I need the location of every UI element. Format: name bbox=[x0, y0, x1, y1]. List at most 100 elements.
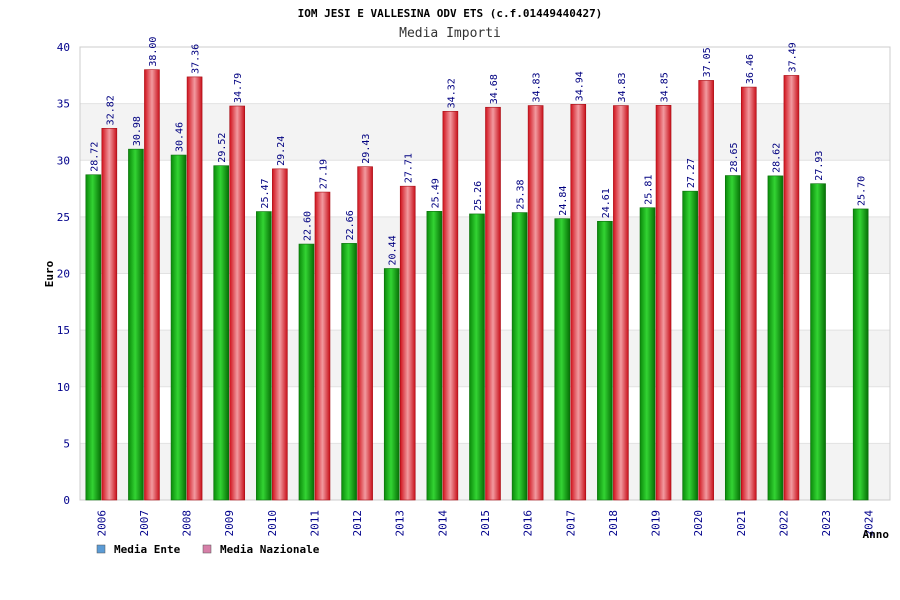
value-labels: 28.72 30.98 30.46 29.52 25.47 22.60 22.66 20.44… bbox=[89, 37, 867, 266]
x-tick-label: 2007 bbox=[138, 510, 151, 537]
x-tick-label: 2008 bbox=[181, 510, 194, 537]
bar-media-ente bbox=[639, 207, 656, 501]
bar-media-ente bbox=[767, 175, 784, 501]
data-label: 27.19 bbox=[318, 159, 329, 189]
x-tick-label: 2012 bbox=[351, 510, 364, 537]
bar-media-ente bbox=[128, 148, 144, 501]
y-tick-label: 35 bbox=[57, 98, 70, 111]
data-label: 25.70 bbox=[857, 176, 868, 206]
chart-title: IOM JESI E VALLESINA ODV ETS (c.f.014494… bbox=[298, 7, 603, 20]
data-label: 27.93 bbox=[814, 151, 825, 181]
legend-swatch bbox=[96, 544, 106, 554]
bar-media-ente bbox=[426, 211, 443, 501]
data-label: 24.84 bbox=[558, 186, 569, 216]
chart-subtitle: Media Importi bbox=[399, 26, 501, 41]
x-tick-label: 2016 bbox=[522, 510, 535, 537]
x-tick-label: 2020 bbox=[692, 510, 705, 537]
bar-media-nazionale bbox=[314, 191, 331, 501]
data-label: 27.27 bbox=[686, 158, 697, 188]
bar-media-nazionale bbox=[783, 75, 800, 501]
y-tick-label: 25 bbox=[57, 211, 70, 224]
data-label: 30.98 bbox=[132, 116, 143, 146]
data-label: 22.60 bbox=[302, 211, 313, 241]
bar-media-nazionale bbox=[698, 80, 714, 501]
data-label: 34.83 bbox=[532, 72, 543, 102]
x-tick-label: 2018 bbox=[607, 510, 620, 537]
data-label: 32.82 bbox=[105, 95, 116, 125]
data-label: 38.00 bbox=[148, 37, 159, 67]
x-tick-label: 2019 bbox=[650, 510, 663, 537]
data-label: 28.65 bbox=[729, 142, 740, 172]
x-axis-label: Anno bbox=[863, 528, 890, 541]
data-label: 25.26 bbox=[473, 181, 484, 211]
bar-media-nazionale bbox=[272, 168, 288, 501]
x-tick-label: 2023 bbox=[820, 510, 833, 537]
bar-media-nazionale bbox=[655, 105, 672, 501]
bars bbox=[85, 69, 869, 501]
bar-media-nazionale bbox=[442, 111, 459, 501]
bar-media-ente bbox=[511, 212, 528, 501]
bar-media-nazionale bbox=[357, 166, 373, 501]
bar-media-nazionale bbox=[570, 104, 587, 501]
data-label: 29.43 bbox=[361, 134, 372, 164]
bar-media-ente bbox=[724, 175, 741, 501]
x-tick-label: 2013 bbox=[394, 510, 407, 537]
x-tick-label: 2017 bbox=[564, 510, 577, 537]
y-tick-label: 30 bbox=[57, 154, 70, 167]
legend-swatch bbox=[202, 544, 212, 554]
bar-media-ente bbox=[682, 190, 698, 501]
bar-media-ente bbox=[256, 211, 272, 501]
data-label: 25.47 bbox=[260, 178, 271, 208]
data-label: 34.85 bbox=[660, 72, 671, 102]
y-axis-label: Euro bbox=[43, 260, 56, 287]
plot-frame bbox=[79, 46, 891, 501]
x-tick-label: 2010 bbox=[266, 510, 279, 537]
data-label: 34.79 bbox=[233, 73, 244, 103]
data-label: 36.46 bbox=[745, 54, 756, 84]
bar-media-nazionale bbox=[740, 86, 757, 501]
y-tick-label: 0 bbox=[63, 494, 70, 507]
bar-media-ente bbox=[852, 208, 869, 501]
data-label: 29.52 bbox=[217, 133, 228, 163]
bar-media-nazionale bbox=[229, 105, 246, 501]
x-tick-label: 2006 bbox=[95, 510, 108, 537]
bar-media-ente bbox=[85, 174, 102, 501]
x-tick-label: 2009 bbox=[223, 510, 236, 537]
bar-media-nazionale bbox=[144, 69, 160, 501]
data-label: 34.83 bbox=[617, 72, 628, 102]
data-label: 22.66 bbox=[345, 210, 356, 240]
y-tick-label: 5 bbox=[63, 437, 70, 450]
data-label: 29.24 bbox=[276, 136, 287, 166]
data-label: 27.71 bbox=[404, 153, 415, 183]
x-tick-label: 2014 bbox=[436, 510, 449, 537]
data-label: 28.72 bbox=[89, 142, 100, 172]
data-label: 37.49 bbox=[787, 42, 798, 72]
data-label: 34.94 bbox=[574, 71, 585, 101]
bar-media-ente bbox=[170, 154, 187, 501]
legend: Media Ente Media Nazionale bbox=[96, 543, 320, 556]
x-tick-label: 2024 bbox=[863, 510, 876, 537]
bar-media-ente bbox=[341, 243, 357, 501]
data-label: 34.68 bbox=[489, 74, 500, 104]
x-tick-label: 2022 bbox=[777, 510, 790, 537]
y-tick-label: 40 bbox=[57, 41, 70, 54]
bar-media-ente bbox=[383, 268, 400, 501]
x-tick-label: 2015 bbox=[479, 510, 492, 537]
y-axis-ticks: 0 5 10 15 20 25 30 35 40 bbox=[57, 41, 70, 507]
bar-media-ente bbox=[810, 183, 826, 501]
y-tick-label: 10 bbox=[57, 381, 70, 394]
data-label: 25.38 bbox=[516, 179, 527, 209]
x-axis-ticks: 2006 2007 2008 2009 2010 2011 2012 2013 2014 2015… bbox=[95, 510, 875, 537]
data-label: 24.61 bbox=[601, 188, 612, 218]
data-label: 34.32 bbox=[446, 78, 457, 108]
bar-media-nazionale bbox=[186, 76, 203, 501]
data-label: 28.62 bbox=[771, 143, 782, 173]
bar-media-nazionale bbox=[527, 105, 544, 501]
bar-media-ente bbox=[298, 243, 315, 501]
bar-media-ente bbox=[597, 220, 613, 501]
bar-media-nazionale bbox=[101, 128, 118, 501]
bar-media-nazionale bbox=[613, 105, 629, 501]
bar-media-ente bbox=[213, 165, 230, 501]
legend-entry: Media Ente bbox=[114, 543, 181, 556]
